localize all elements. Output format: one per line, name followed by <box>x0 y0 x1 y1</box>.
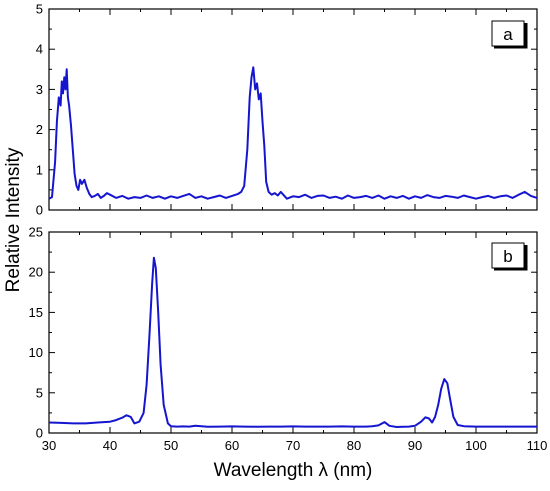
tick-group-a <box>48 8 538 211</box>
y-tick-label: 0 <box>36 426 43 441</box>
y-tick-label: 4 <box>36 42 43 57</box>
plot-frame-b <box>48 231 538 434</box>
y-axis-title: Relative Intensity <box>3 147 24 292</box>
x-tick-label: 60 <box>225 438 239 453</box>
tick-label-group-b: 30 40 50 60 70 80 90 100 110 0 5 10 15 20 25 <box>29 225 548 454</box>
panel-label-box-b: b <box>491 242 528 271</box>
y-tick-label: 25 <box>29 225 43 240</box>
x-axis-title: Wavelength λ (nm) <box>214 460 373 481</box>
spectrum-line-b <box>48 256 537 428</box>
y-tick-label: 10 <box>29 345 43 360</box>
x-tick-label: 80 <box>347 438 361 453</box>
y-tick-label: 15 <box>29 305 43 320</box>
panel-b: 30 40 50 60 70 80 90 100 110 0 5 10 15 20 25 b <box>29 225 548 454</box>
tick-group-b <box>48 231 538 434</box>
x-tick-label: 90 <box>408 438 422 453</box>
panel-a: 0 1 2 3 4 5 a <box>36 2 538 218</box>
y-tick-label: 3 <box>36 82 43 97</box>
x-tick-label: 70 <box>286 438 300 453</box>
y-tick-label: 5 <box>36 385 43 400</box>
panel-label-b: b <box>503 247 512 266</box>
x-tick-label: 40 <box>103 438 117 453</box>
panel-label-box-a: a <box>491 20 528 49</box>
x-tick-label: 50 <box>164 438 178 453</box>
spectrum-line-a <box>48 66 538 200</box>
x-tick-label: 110 <box>527 438 548 453</box>
plot-frame-a <box>48 8 538 211</box>
y-tick-label: 5 <box>36 2 43 17</box>
y-tick-label: 2 <box>36 122 43 137</box>
x-tick-label: 100 <box>465 438 487 453</box>
tick-label-group-a: 0 1 2 3 4 5 <box>36 2 43 218</box>
y-tick-label: 0 <box>36 203 43 218</box>
y-tick-label: 20 <box>29 265 43 280</box>
x-tick-label: 30 <box>42 438 56 453</box>
panel-label-a: a <box>503 25 513 44</box>
y-tick-label: 1 <box>36 162 43 177</box>
